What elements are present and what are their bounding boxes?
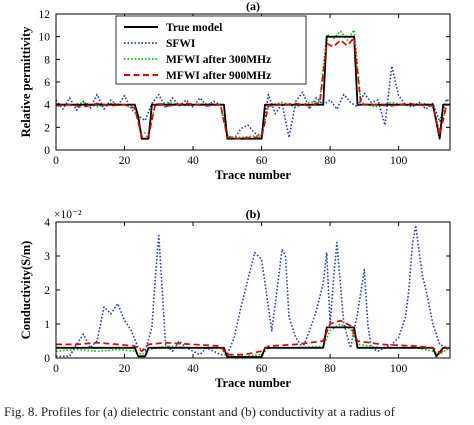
y-tick-label: 4 (44, 100, 50, 112)
y-tick-label: 1 (44, 319, 50, 331)
x-tick-label: 80 (324, 155, 336, 167)
plot-area (56, 224, 450, 358)
y-tick-label: 10 (39, 32, 51, 44)
x-tick-label: 100 (390, 155, 408, 167)
y-tick-label: 8 (44, 54, 50, 66)
x-tick-label: 20 (119, 155, 131, 167)
x-tick-label: 0 (53, 363, 59, 375)
panel-title: (a) (246, 0, 260, 13)
y-tick-label: 0 (44, 353, 50, 365)
legend: True model SFWI MFWI after 300MHz MFWI afte… (115, 15, 307, 85)
y-tick-label: 4 (44, 217, 50, 229)
plot-area (56, 29, 450, 140)
y-tick-label: 12 (39, 9, 51, 21)
x-axis-label: Trace number (215, 376, 291, 390)
y-axis-label: Relative permittivity (19, 26, 33, 137)
legend-label: True model (166, 22, 222, 34)
legend-label: MFWI after 300MHz (166, 54, 271, 66)
legend-label: MFWI after 900MHz (166, 70, 271, 82)
x-axis-label: Trace number (215, 168, 291, 182)
y-tick-label: 2 (44, 285, 50, 297)
legend-label: SFWI (166, 38, 196, 50)
series-line-mfwi-after-900mhz (56, 319, 450, 356)
x-tick-label: 40 (187, 363, 199, 375)
x-tick-label: 100 (390, 363, 408, 375)
figure-caption: Fig. 8. Profiles for (a) dielectric cons… (4, 404, 395, 419)
y-axis-label: Conductivity(S/m) (19, 241, 33, 340)
x-tick-label: 0 (53, 155, 59, 167)
x-tick-label: 60 (256, 363, 268, 375)
axes-frame (55, 221, 451, 359)
x-tick-label: 20 (119, 363, 131, 375)
series-line-true-model (56, 326, 450, 358)
x-tick-label: 60 (256, 155, 268, 167)
series-line-mfwi-after-300mhz (56, 323, 450, 358)
series-line-mfwi-after-900mhz (56, 36, 450, 140)
panel-title: (b) (246, 207, 261, 221)
chart-panel-b: 0 20 40 60 80 100 0 1 2 3 4 (b) Trace number Conducti… (19, 207, 451, 390)
y-tick-label: 6 (44, 77, 50, 89)
y-tick-label: 3 (44, 251, 50, 263)
chart-panel-a: 0 20 40 60 80 100 0 2 4 6 8 10 12 (a) Trace number Rela… (19, 0, 451, 182)
series-line-sfwi (56, 65, 450, 140)
x-tick-label: 40 (187, 155, 199, 167)
y-tick-label: 0 (44, 145, 50, 157)
y-tick-label: 2 (44, 122, 50, 134)
series-line-sfwi (56, 224, 450, 358)
x-tick-label: 80 (324, 363, 336, 375)
y-scale-factor: ×10⁻² (54, 209, 82, 221)
